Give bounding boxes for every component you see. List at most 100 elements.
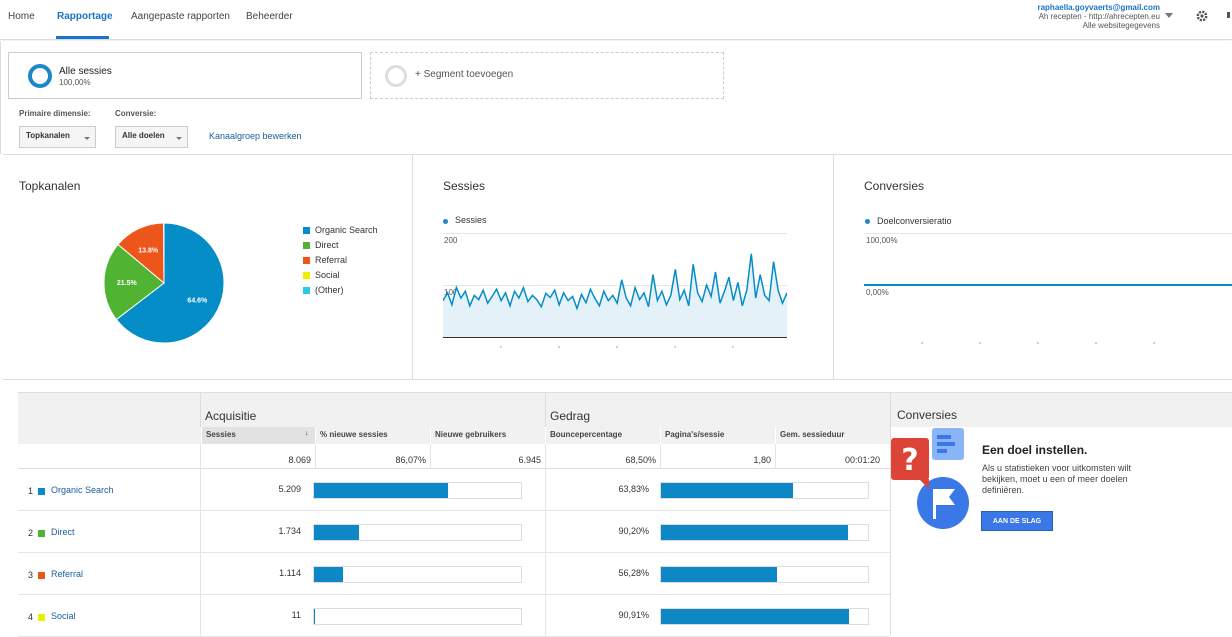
row-number: 1 [28, 486, 33, 496]
segment-name: Alle sessies [59, 66, 112, 77]
conversion-value: Alle doelen [122, 131, 165, 140]
sessions-share-bar [313, 608, 522, 625]
row-sessions: 11 [201, 610, 301, 620]
pie-panel-title: Topkanalen [19, 179, 80, 193]
row-channel-link[interactable]: Organic Search [51, 485, 114, 495]
col-paginas-per-sessie[interactable]: Pagina's/sessie [660, 427, 775, 444]
divider [200, 393, 201, 428]
x-tick [1037, 342, 1039, 344]
row-bounce: 90,91% [546, 610, 649, 620]
row-number: 4 [28, 612, 33, 622]
sessions-share-fill [314, 567, 343, 582]
row-number: 3 [28, 570, 33, 580]
totals-row: 8.069 86,07% 6.945 68,50% 1,80 00:01:20 [18, 444, 890, 469]
conversions-header: Conversies [891, 392, 1232, 427]
sessions-share-bar [313, 566, 522, 583]
row-channel-link[interactable]: Referral [51, 569, 83, 579]
gear-icon[interactable] [1195, 9, 1209, 23]
tab-beheerder[interactable]: Beheerder [246, 11, 293, 22]
legend-swatch [303, 287, 310, 294]
row-channel-link[interactable]: Direct [51, 527, 75, 537]
total-nieuwe-sessies: 86,07% [316, 455, 426, 465]
x-tick [674, 346, 676, 348]
col-sessies[interactable]: Sessies ↓ [201, 427, 315, 444]
bounce-share-bar [660, 566, 869, 583]
add-segment-button[interactable]: + Segment toevoegen [370, 52, 724, 99]
tab-aangepaste-rapporten[interactable]: Aangepaste rapporten [131, 11, 230, 22]
x-tick [1095, 342, 1097, 344]
edit-channel-group-link[interactable]: Kanaalgroep bewerken [209, 131, 302, 141]
sessions-share-bar [313, 524, 522, 541]
x-tick [979, 342, 981, 344]
col-bouncepercentage[interactable]: Bouncepercentage [545, 427, 660, 444]
total-nieuwe-gebruikers: 6.945 [431, 455, 541, 465]
sessions-area-chart [443, 233, 787, 351]
col-sessieduur[interactable]: Gem. sessieduur [775, 427, 890, 444]
row-color-swatch [38, 614, 45, 621]
pie-data-label: 21.5% [117, 280, 138, 287]
col-nieuwe-sessies[interactable]: % nieuwe sessies [315, 427, 430, 444]
row-channel-link[interactable]: Social [51, 611, 76, 621]
row-bounce: 90,20% [546, 526, 649, 536]
row-bounce: 56,28% [546, 568, 649, 578]
conversion-dropdown[interactable]: Alle doelen [115, 126, 188, 148]
primary-dimension-dropdown[interactable]: Topkanalen [19, 126, 96, 148]
top-navigation: Home Rapportage Aangepaste rapporten Beh… [0, 0, 1232, 40]
chevron-down-icon [84, 137, 90, 140]
sessions-panel-title: Sessies [443, 179, 485, 193]
segment-ring-icon [28, 64, 52, 88]
row-sessions: 1.734 [201, 526, 301, 536]
bounce-share-bar [660, 608, 869, 625]
row-sessions: 1.114 [201, 568, 301, 578]
row-color-swatch [38, 572, 45, 579]
conversions-panel-title: Conversies [864, 179, 924, 193]
legend-swatch [303, 227, 310, 234]
conversions-side-panel: Conversies ? Een doel instellen. Als u s… [890, 392, 1232, 635]
x-tick [616, 346, 618, 348]
conversion-rate-chart [864, 233, 1232, 351]
add-segment-label: + Segment toevoegen [415, 69, 513, 80]
svg-text:?: ? [901, 443, 918, 478]
conversions-chart-panel: Conversies Doelconversieratio 100,00% 0,… [834, 155, 1232, 379]
legend-label: Direct [315, 240, 339, 250]
column-headers: Sessies ↓ % nieuwe sessies Nieuwe gebrui… [18, 427, 890, 444]
col-nieuwe-gebruikers[interactable]: Nieuwe gebruikers [430, 427, 545, 444]
account-email: raphaella.goyvaerts@gmail.com [1037, 3, 1160, 12]
row-color-swatch [38, 530, 45, 537]
bounce-share-bar [660, 524, 869, 541]
sessions-panel: Sessies Sessies 200 100 [413, 155, 834, 379]
primary-dimension-label: Primaire dimensie: [19, 109, 91, 118]
x-tick [500, 346, 502, 348]
total-bouncepercentage: 68,50% [546, 455, 656, 465]
notification-icon[interactable] [1226, 10, 1232, 22]
account-selector[interactable]: raphaella.goyvaerts@gmail.com Ah recepte… [1037, 3, 1160, 30]
tab-rapportage[interactable]: Rapportage [57, 11, 113, 22]
x-tick [558, 346, 560, 348]
bounce-share-fill [661, 567, 777, 582]
bounce-share-fill [661, 609, 849, 624]
conversion-label: Conversie: [115, 109, 156, 118]
sort-down-icon: ↓ [305, 430, 309, 437]
tab-home[interactable]: Home [8, 11, 35, 22]
table-row: 3 Referral 1.114 56,28% [18, 553, 890, 595]
empty-segment-ring-icon [385, 65, 407, 87]
sessions-share-fill [314, 525, 359, 540]
legend-swatch [303, 257, 310, 264]
row-color-swatch [38, 488, 45, 495]
total-paginas-per-sessie: 1,80 [661, 455, 771, 465]
active-tab-indicator [56, 36, 109, 39]
chevron-down-icon[interactable] [1165, 13, 1173, 18]
segment-area: Alle sessies 100,00% + Segment toevoegen… [0, 41, 1232, 154]
goal-description: Als u statistieken voor uitkomsten wilt … [982, 463, 1132, 496]
legend-swatch [303, 242, 310, 249]
conversions-legend-label: Doelconversieratio [877, 216, 952, 226]
legend-label: Referral [315, 255, 347, 265]
total-sessies: 8.069 [201, 455, 311, 465]
get-started-button[interactable]: AAN DE SLAG [981, 511, 1053, 531]
col-sessies-label: Sessies [206, 430, 236, 439]
legend-swatch [303, 272, 310, 279]
segment-all-sessions[interactable]: Alle sessies 100,00% [8, 52, 362, 99]
conversions-legend-dot [865, 219, 870, 224]
